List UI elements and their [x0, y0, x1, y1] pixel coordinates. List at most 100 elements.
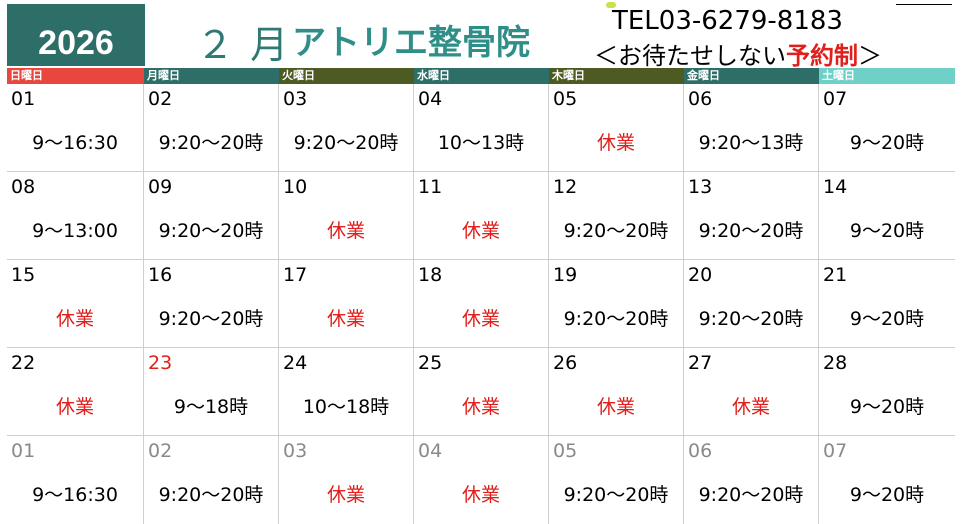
day-cell: 02 9:20～20時 — [144, 84, 279, 171]
weekday-header-row: 日曜日 月曜日 火曜日 水曜日 木曜日 金曜日 土曜日 — [7, 68, 955, 84]
closed-label: 休業 — [461, 220, 500, 242]
day-cell: 19 9:20～20時 — [549, 260, 684, 347]
day-number: 15 — [11, 264, 36, 286]
day-cell: 01 9～16:30 — [7, 84, 144, 171]
day-number: 05 — [553, 440, 578, 462]
note-suffix: ＞ — [858, 42, 882, 70]
day-number: 20 — [688, 264, 713, 286]
closed-label: 休業 — [461, 484, 500, 506]
weekday-header: 火曜日 — [279, 68, 414, 84]
day-number: 02 — [148, 440, 173, 462]
note-prefix: ＜お待たせしない — [594, 42, 786, 70]
day-cell: 25 休業 — [414, 348, 549, 435]
day-cell: 11 休業 — [414, 172, 549, 259]
day-number: 23 — [148, 352, 173, 374]
day-cell: 03 休業 — [279, 436, 414, 524]
closed-label: 休業 — [326, 484, 365, 506]
day-number: 01 — [11, 88, 36, 110]
week-row: 15 休業 16 9:20～20時 17 休業 18 休業 19 9:20～20時 20 9:20～2… — [7, 260, 955, 348]
week-row: 08 9～13:00 09 9:20～20時 10 休業 11 休業 12 9:20～20時 13 9… — [7, 172, 955, 260]
day-cell: 17 休業 — [279, 260, 414, 347]
weekday-header: 土曜日 — [819, 68, 955, 84]
day-cell: 21 9～20時 — [819, 260, 955, 347]
business-hours: 9:20～20時 — [698, 484, 804, 506]
day-cell: 08 9～13:00 — [7, 172, 144, 259]
day-number: 26 — [553, 352, 578, 374]
day-number: 12 — [553, 176, 578, 198]
closed-label: 休業 — [596, 132, 635, 154]
business-hours: 9～16:30 — [32, 484, 118, 506]
day-cell: 06 9:20～20時 — [684, 436, 819, 524]
closed-label: 休業 — [596, 396, 635, 418]
day-number: 13 — [688, 176, 713, 198]
day-cell: 05 休業 — [549, 84, 684, 171]
day-cell: 16 9:20～20時 — [144, 260, 279, 347]
note-highlight: 予約制 — [786, 42, 858, 70]
business-hours: 9～20時 — [849, 308, 925, 330]
day-number: 11 — [418, 176, 443, 198]
business-hours: 9:20～20時 — [563, 484, 669, 506]
calendar-grid: 01 9～16:30 02 9:20～20時 03 9:20～20時 04 10～13時 05 休… — [7, 84, 955, 524]
day-number: 17 — [283, 264, 308, 286]
day-cell: 09 9:20～20時 — [144, 172, 279, 259]
day-number: 24 — [283, 352, 308, 374]
weekday-header: 水曜日 — [414, 68, 549, 84]
business-hours: 9:20～20時 — [158, 308, 264, 330]
day-number: 21 — [823, 264, 848, 286]
reservation-note: ＜お待たせしない予約制＞ — [594, 36, 882, 71]
business-hours: 9:20～20時 — [563, 308, 669, 330]
business-hours: 9:20～20時 — [158, 220, 264, 242]
day-number: 03 — [283, 440, 308, 462]
day-cell: 04 休業 — [414, 436, 549, 524]
closed-label: 休業 — [55, 396, 94, 418]
day-cell: 15 休業 — [7, 260, 144, 347]
day-cell: 01 9～16:30 — [7, 436, 144, 524]
day-cell: 27 休業 — [684, 348, 819, 435]
business-hours: 9:20～20時 — [563, 220, 669, 242]
month-label: ２ 月 — [196, 23, 291, 67]
closed-label: 休業 — [461, 308, 500, 330]
day-number: 25 — [418, 352, 443, 374]
day-number: 08 — [11, 176, 36, 198]
day-number: 04 — [418, 88, 443, 110]
day-number: 19 — [553, 264, 578, 286]
weekday-header: 日曜日 — [7, 68, 144, 84]
weekday-header: 木曜日 — [549, 68, 684, 84]
business-hours: 9～16:30 — [32, 132, 118, 154]
closed-label: 休業 — [461, 396, 500, 418]
day-number: 16 — [148, 264, 173, 286]
day-cell: 24 10～18時 — [279, 348, 414, 435]
week-row: 01 9～16:30 02 9:20～20時 03 休業 04 休業 05 9:20～20時 06 9… — [7, 436, 955, 524]
business-hours: 9:20～20時 — [698, 220, 804, 242]
closed-label: 休業 — [326, 308, 365, 330]
business-hours: 9～13:00 — [32, 220, 118, 242]
weekday-header: 金曜日 — [684, 68, 819, 84]
day-number: 09 — [148, 176, 173, 198]
day-cell: 13 9:20～20時 — [684, 172, 819, 259]
day-number: 06 — [688, 440, 713, 462]
day-cell: 26 休業 — [549, 348, 684, 435]
business-hours: 9～20時 — [849, 132, 925, 154]
day-number: 07 — [823, 88, 848, 110]
business-hours: 9～18時 — [173, 396, 249, 418]
day-cell: 10 休業 — [279, 172, 414, 259]
day-cell: 12 9:20～20時 — [549, 172, 684, 259]
day-cell: 06 9:20～13時 — [684, 84, 819, 171]
day-number: 02 — [148, 88, 173, 110]
business-hours: 9:20～20時 — [698, 308, 804, 330]
closed-label: 休業 — [731, 396, 770, 418]
week-row: 01 9～16:30 02 9:20～20時 03 9:20～20時 04 10～13時 05 休… — [7, 84, 955, 172]
business-hours: 9～20時 — [849, 220, 925, 242]
day-number: 05 — [553, 88, 578, 110]
day-cell: 22 休業 — [7, 348, 144, 435]
day-cell: 03 9:20～20時 — [279, 84, 414, 171]
day-number: 18 — [418, 264, 443, 286]
day-number: 04 — [418, 440, 443, 462]
day-number: 06 — [688, 88, 713, 110]
week-row: 22 休業 23 9～18時 24 10～18時 25 休業 26 休業 27 休業 28 9～20時 — [7, 348, 955, 436]
day-cell: 04 10～13時 — [414, 84, 549, 171]
divider-line — [896, 4, 952, 5]
day-cell: 23 9～18時 — [144, 348, 279, 435]
phone-number: TEL03-6279-8183 — [612, 6, 843, 36]
day-number: 28 — [823, 352, 848, 374]
